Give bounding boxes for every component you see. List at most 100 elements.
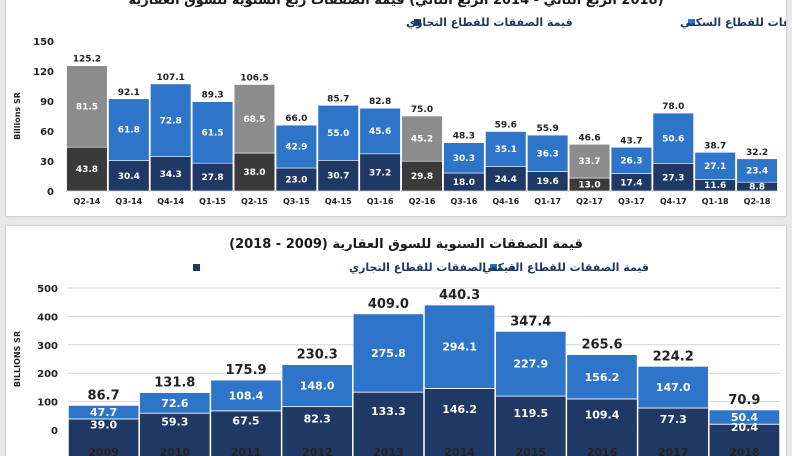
y-tick-label: 120: [33, 67, 54, 78]
bar-residential: [108, 98, 150, 161]
legend-label-commercial: قيمة الصفقات للقطاع التجاري: [349, 261, 516, 274]
legend-label-commercial: قيمة الصفقات للقطاع التجاري: [406, 16, 573, 29]
x-tick-label: Q4-16: [492, 197, 519, 206]
data-label-commercial: 38.0: [243, 168, 265, 178]
data-label-total: 70.9: [728, 393, 760, 408]
y-tick-label: 60: [40, 127, 54, 138]
bar-residential: [66, 65, 108, 148]
data-label-residential: 42.9: [285, 143, 307, 153]
data-label-commercial: 29.8: [411, 172, 433, 182]
bar-commercial: [652, 163, 694, 192]
x-tick-label: Q2-14: [74, 197, 101, 206]
data-label-commercial: 30.7: [327, 172, 349, 182]
data-label-commercial: 77.3: [660, 413, 687, 426]
data-label-total: 59.6: [495, 121, 517, 131]
data-label-residential: 81.5: [76, 102, 98, 112]
bar-residential: [610, 147, 653, 174]
data-label-total: 55.9: [537, 124, 559, 134]
bar-residential: [352, 313, 425, 393]
data-label-total: 440.3: [439, 288, 480, 303]
x-tick-label: Q1-15: [199, 197, 226, 206]
annual-chart-panel: قيمة الصفقات السنوية للسوق العقارية (200…: [6, 226, 786, 456]
bar-commercial: [233, 152, 276, 192]
y-tick-label: 150: [33, 37, 54, 48]
y-tick-label: 300: [37, 341, 58, 352]
y-tick-label: 0: [51, 426, 58, 437]
bar-residential: [150, 83, 192, 158]
x-tick-label: Q3-17: [618, 197, 645, 206]
data-label-total: 131.8: [154, 376, 195, 391]
bar-residential: [359, 107, 401, 155]
data-label-residential: 36.3: [537, 149, 559, 159]
y-tick-label: 90: [40, 97, 54, 108]
quarterly-chart-panel: (2018 الربع الثاني - 2014 الربع الثاني) …: [6, 0, 786, 216]
bar-residential: [443, 142, 485, 174]
data-label-residential: 227.9: [513, 358, 548, 371]
data-label-total: 75.0: [411, 105, 433, 115]
x-tick-label: 2015: [515, 446, 546, 456]
legend-swatch-commercial: [414, 19, 421, 26]
bar-residential: [708, 409, 781, 425]
data-label-commercial: 20.4: [731, 421, 758, 434]
data-label-residential: 156.2: [585, 371, 620, 384]
data-label-commercial: 13.0: [578, 181, 600, 191]
data-label-total: 85.7: [327, 94, 349, 104]
data-label-commercial: 34.3: [160, 170, 182, 180]
chart-title: (2018 الربع الثاني - 2014 الربع الثاني) …: [128, 0, 663, 8]
bar-residential: [210, 379, 282, 412]
x-tick-label: Q4-15: [325, 197, 352, 206]
data-label-commercial: 109.4: [585, 408, 620, 421]
data-label-residential: 50.6: [662, 134, 684, 144]
data-label-commercial: 19.6: [537, 177, 559, 187]
bar-residential: [637, 365, 709, 409]
legend-swatch-residential: [490, 264, 497, 271]
bar-residential: [67, 404, 140, 420]
x-tick-label: Q2-18: [744, 197, 771, 206]
x-tick-label: Q3-15: [283, 197, 310, 206]
data-label-residential: 61.5: [201, 128, 223, 138]
data-label-commercial: 133.3: [371, 405, 406, 418]
x-tick-label: Q3-14: [115, 197, 142, 206]
y-tick-label: 500: [37, 284, 58, 295]
bar-commercial: [401, 160, 443, 192]
data-label-residential: 47.7: [90, 406, 117, 419]
data-label-residential: 68.5: [243, 115, 265, 125]
annual-chart: قيمة الصفقات السنوية للسوق العقارية (200…: [13, 237, 781, 456]
legend-swatch-residential: [688, 19, 695, 26]
data-label-residential: 148.0: [300, 380, 335, 393]
data-label-residential: 45.2: [411, 135, 433, 145]
bar-commercial: [191, 162, 234, 192]
x-tick-label: 2013: [373, 446, 404, 456]
data-label-total: 92.1: [118, 88, 140, 98]
data-label-commercial: 82.3: [304, 412, 331, 425]
data-label-residential: 55.0: [327, 129, 349, 139]
data-label-total: 86.7: [88, 388, 120, 403]
y-tick-label: 30: [40, 157, 54, 168]
data-label-residential: 50.4: [731, 411, 758, 424]
bar-commercial: [66, 146, 108, 192]
data-label-residential: 72.6: [161, 397, 188, 410]
data-label-commercial: 24.4: [495, 175, 517, 185]
data-label-commercial: 146.2: [442, 403, 477, 416]
data-label-total: 46.6: [578, 133, 600, 143]
data-label-total: 66.0: [285, 114, 307, 124]
y-axis-label: Billions SR: [13, 92, 22, 140]
data-label-residential: 45.6: [369, 127, 391, 137]
bar-residential: [423, 304, 496, 389]
y-tick-label: 0: [47, 187, 54, 198]
data-label-commercial: 59.3: [161, 416, 188, 429]
data-label-total: 224.2: [653, 349, 694, 364]
x-tick-label: 2018: [729, 446, 760, 456]
data-label-residential: 275.8: [371, 347, 406, 360]
y-axis-label: BILLIONS SR: [13, 331, 22, 387]
data-label-total: 78.0: [662, 102, 684, 112]
bar-residential: [317, 105, 359, 161]
x-tick-label: 2012: [302, 446, 333, 456]
data-label-residential: 23.4: [746, 167, 768, 177]
data-label-total: 82.8: [369, 97, 391, 107]
data-label-commercial: 18.0: [453, 178, 475, 188]
data-label-total: 106.5: [240, 74, 268, 84]
data-label-total: 107.1: [156, 73, 184, 83]
bar-residential: [652, 112, 694, 164]
legend-label-residential: قيمة الصفقات للقطاع السكني: [482, 261, 649, 274]
